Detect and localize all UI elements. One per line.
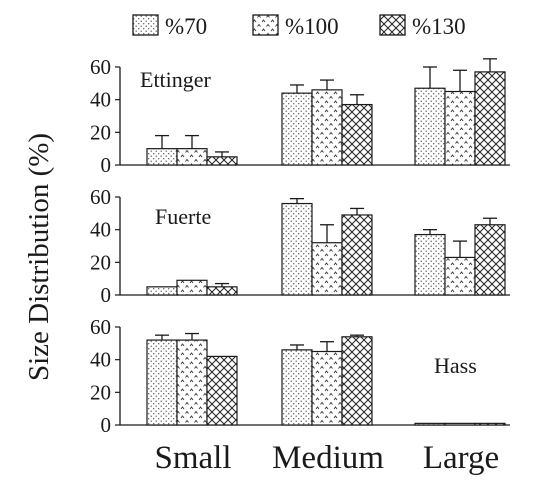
- bar-ettinger-large-pct70: [414, 87, 446, 166]
- y-tick-label: 60: [90, 315, 111, 339]
- bar-ettinger-medium-pct130: [341, 103, 373, 166]
- panel-hass: 0 20 40 60 Hass: [90, 315, 510, 437]
- bar-fuerte-large-pct70: [414, 233, 446, 296]
- panel-ettinger: 0 20 40 60 Ettinger: [90, 55, 510, 177]
- bar-ettinger-medium-pct70: [281, 92, 313, 166]
- bar-ettinger-small-pct130: [206, 156, 238, 166]
- bar-fuerte-small-pct70: [146, 286, 178, 296]
- bar-fuerte-large-pct130: [474, 224, 506, 296]
- legend-swatch-dots: [132, 14, 159, 36]
- panel-fuerte: 0 20 40 60 Fuerte: [90, 185, 510, 307]
- legend-swatch-carets: [252, 14, 279, 36]
- category-axis-labels: Small Medium Large: [154, 440, 499, 476]
- chart-panels: 0 20 40 60 Ettinger 0 20 40 60 Fuerte 0 20 40 60 Hass: [90, 55, 510, 437]
- bar-hass-large-pct130: [474, 422, 506, 426]
- bar-hass-large-pct100: [444, 422, 476, 426]
- y-axis-label: Size Distribution (%): [23, 133, 55, 381]
- y-tick-label: 20: [90, 380, 111, 404]
- bar-fuerte-medium-pct70: [281, 202, 313, 296]
- y-tick-label: 60: [90, 185, 111, 209]
- category-label: Small: [154, 440, 231, 476]
- y-tick-label: 40: [90, 88, 111, 112]
- bar-ettinger-small-pct100: [176, 148, 208, 166]
- bar-hass-small-pct100: [176, 339, 208, 426]
- bar-hass-large-pct70: [414, 422, 446, 426]
- y-tick-label: 60: [90, 55, 111, 79]
- panel-label: Hass: [434, 353, 477, 378]
- y-tick-label: 40: [90, 218, 111, 242]
- bar-hass-medium-pct70: [281, 349, 313, 426]
- bar-fuerte-large-pct100: [444, 256, 476, 296]
- bar-ettinger-large-pct130: [474, 71, 506, 166]
- legend-label: %70: [165, 14, 207, 39]
- bar-ettinger-large-pct100: [444, 90, 476, 166]
- bar-fuerte-small-pct130: [206, 286, 238, 296]
- bar-fuerte-medium-pct100: [311, 242, 343, 296]
- bar-hass-medium-pct130: [341, 336, 373, 426]
- bar-hass-small-pct70: [146, 339, 178, 426]
- bar-fuerte-medium-pct130: [341, 214, 373, 296]
- bar-hass-medium-pct100: [311, 350, 343, 426]
- y-tick-label: 40: [90, 348, 111, 372]
- bar-ettinger-small-pct70: [146, 148, 178, 166]
- bar-hass-small-pct130: [206, 355, 238, 426]
- y-tick-label: 0: [101, 283, 112, 307]
- legend-label: %130: [412, 14, 466, 39]
- legend-swatch-crosshatch: [379, 14, 406, 36]
- y-tick-label: 20: [90, 250, 111, 274]
- legend: %70 %100 %130: [132, 14, 466, 39]
- category-label: Large: [423, 440, 499, 476]
- bar-fuerte-small-pct100: [176, 279, 208, 296]
- category-label: Medium: [272, 440, 384, 476]
- legend-label: %100: [285, 14, 339, 39]
- y-tick-label: 20: [90, 120, 111, 144]
- y-tick-label: 0: [101, 153, 112, 177]
- y-tick-label: 0: [101, 413, 112, 437]
- bar-ettinger-medium-pct100: [311, 89, 343, 166]
- panel-label: Fuerte: [155, 204, 211, 229]
- panel-label: Ettinger: [140, 67, 212, 92]
